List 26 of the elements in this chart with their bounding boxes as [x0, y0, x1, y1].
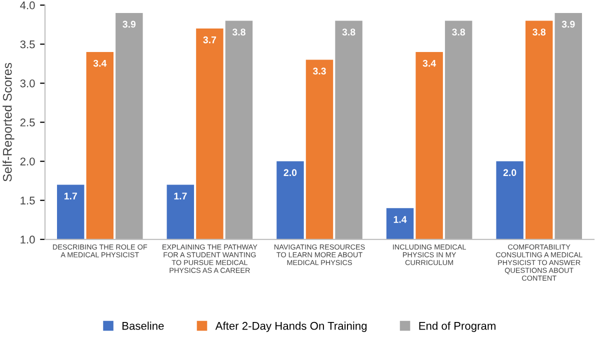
data-label: 1.4	[394, 216, 407, 223]
legend-label: Baseline	[122, 322, 164, 330]
data-label: 3.8	[232, 28, 246, 36]
data-label: 1.7	[64, 192, 77, 200]
data-label: 3.8	[532, 28, 546, 36]
data-label: 3.9	[562, 20, 575, 28]
y-tick-label: 3.0	[20, 79, 35, 88]
data-label: 3.8	[452, 28, 466, 36]
data-label: 1.7	[174, 192, 187, 200]
data-label: 3.9	[122, 20, 136, 28]
data-label: 3.8	[342, 28, 356, 36]
data-label: 2.0	[503, 169, 516, 176]
legend-label: End of Program	[419, 322, 496, 332]
y-axis-title: Self-Reported Scores	[2, 62, 14, 182]
y-tick-label: 3.5	[20, 40, 35, 48]
data-label: 3.3	[312, 68, 326, 75]
data-label: 3.4	[93, 60, 107, 67]
y-tick-label: 1.5	[20, 196, 35, 204]
y-tick-label: 2.5	[20, 118, 35, 126]
data-label: 2.0	[284, 169, 297, 176]
y-tick-label: 2.0	[20, 158, 35, 166]
y-tick-label: 1.0	[20, 236, 35, 244]
data-label: 3.4	[422, 60, 436, 67]
legend-label: After 2-Day Hands On Training	[215, 322, 367, 332]
data-label: 3.7	[203, 36, 216, 44]
y-tick-label: 4.0	[20, 1, 35, 10]
